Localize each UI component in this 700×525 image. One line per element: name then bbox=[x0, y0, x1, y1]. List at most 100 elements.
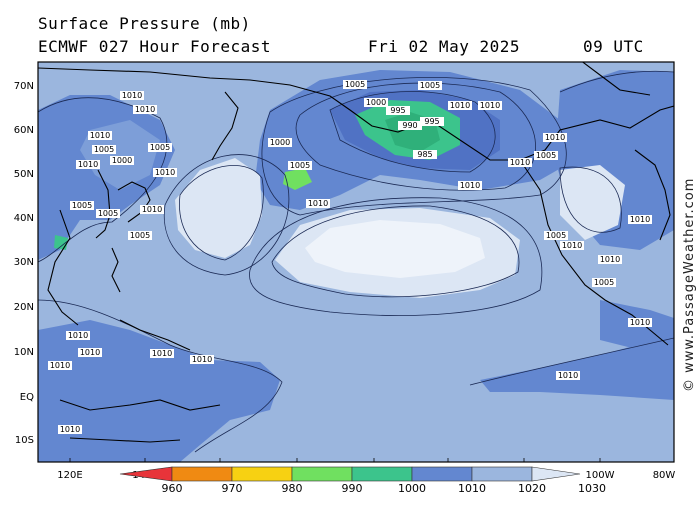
isobar-label: 995 bbox=[386, 106, 410, 115]
svg-text:1005: 1005 bbox=[130, 231, 150, 240]
model-label: ECMWF 027 Hour Forecast bbox=[38, 37, 272, 56]
isobar-label: 1005 bbox=[128, 231, 152, 240]
svg-text:1010: 1010 bbox=[450, 101, 470, 110]
isobar-label: 1010 bbox=[628, 318, 652, 327]
isobar-label: 1010 bbox=[306, 199, 330, 208]
isobar-label: 1010 bbox=[133, 105, 157, 114]
isobar-label: 1010 bbox=[190, 355, 214, 364]
lat-label: 50N bbox=[14, 169, 34, 180]
svg-text:1005: 1005 bbox=[150, 143, 170, 152]
colorbar-segment bbox=[231, 466, 293, 482]
isobar-label: 1010 bbox=[76, 160, 100, 169]
svg-text:1005: 1005 bbox=[594, 278, 614, 287]
isobar-label: 1010 bbox=[78, 348, 102, 357]
svg-text:1005: 1005 bbox=[345, 80, 365, 89]
svg-text:1005: 1005 bbox=[72, 201, 92, 210]
svg-text:1010: 1010 bbox=[600, 255, 620, 264]
isobar-label: 1010 bbox=[508, 158, 532, 167]
high-core-north-pacific bbox=[305, 220, 485, 278]
lat-label: EQ bbox=[20, 392, 34, 403]
svg-text:1010: 1010 bbox=[60, 425, 80, 434]
isobar-label: 1005 bbox=[418, 81, 442, 90]
forecast-date: Fri 02 May 2025 bbox=[368, 37, 520, 56]
svg-text:1010: 1010 bbox=[308, 199, 328, 208]
svg-text:1010: 1010 bbox=[152, 349, 172, 358]
lon-label: 120E bbox=[57, 470, 82, 481]
svg-text:1010: 1010 bbox=[122, 91, 142, 100]
isobar-label: 1010 bbox=[598, 255, 622, 264]
svg-text:1010: 1010 bbox=[78, 160, 98, 169]
isobar-label: 1010 bbox=[120, 91, 144, 100]
isobar-label: 1010 bbox=[628, 215, 652, 224]
svg-text:1010: 1010 bbox=[50, 361, 70, 370]
isobar-label: 1010 bbox=[478, 101, 502, 110]
svg-text:1005: 1005 bbox=[420, 81, 440, 90]
isobar-label: 1010 bbox=[140, 205, 164, 214]
lat-label: 10N bbox=[14, 347, 34, 358]
svg-text:1010: 1010 bbox=[630, 318, 650, 327]
isobar-label: 1010 bbox=[448, 101, 472, 110]
low-band-east-tropics bbox=[480, 335, 674, 400]
isobar-label: 985 bbox=[413, 150, 437, 159]
svg-text:1010: 1010 bbox=[135, 105, 155, 114]
isobar-label: 1005 bbox=[534, 151, 558, 160]
svg-text:1010: 1010 bbox=[90, 131, 110, 140]
svg-text:1010: 1010 bbox=[155, 168, 175, 177]
isobar-label: 1010 bbox=[58, 425, 82, 434]
isobar-label: 1010 bbox=[458, 181, 482, 190]
map-title: Surface Pressure (mb) bbox=[38, 14, 251, 33]
isobar-label: 1010 bbox=[153, 168, 177, 177]
isobar-lines bbox=[38, 70, 674, 453]
graticule-ticks bbox=[69, 458, 601, 462]
isobar-label: 1005 bbox=[70, 201, 94, 210]
isobar-labels: 1010101010101005100010051010101010051005… bbox=[48, 80, 652, 434]
svg-text:1010: 1010 bbox=[510, 158, 530, 167]
colorbar-segment bbox=[411, 466, 473, 482]
colorbar-high-arrow bbox=[531, 466, 581, 482]
colorbar-tick-label: 960 bbox=[162, 482, 183, 495]
svg-text:990: 990 bbox=[402, 121, 417, 130]
isobar-label: 1005 bbox=[544, 231, 568, 240]
svg-text:1000: 1000 bbox=[270, 138, 290, 147]
colorbar-tick-label: 1020 bbox=[518, 482, 546, 495]
svg-text:1010: 1010 bbox=[480, 101, 500, 110]
isobar-label: 1010 bbox=[66, 331, 90, 340]
svg-text:1005: 1005 bbox=[546, 231, 566, 240]
colorbar-segment bbox=[351, 466, 413, 482]
svg-text:985: 985 bbox=[417, 150, 432, 159]
lat-label: 70N bbox=[14, 81, 34, 92]
colorbar-segment bbox=[291, 466, 353, 482]
lon-label: 100W bbox=[586, 470, 615, 481]
colorbar-segment bbox=[171, 466, 233, 482]
lat-label: 20N bbox=[14, 302, 34, 313]
isobar-label: 1000 bbox=[268, 138, 292, 147]
isobar-label: 1010 bbox=[150, 349, 174, 358]
isobar-label: 1005 bbox=[148, 143, 172, 152]
colorbar-tick-label: 1030 bbox=[578, 482, 606, 495]
isobar-label: 1005 bbox=[343, 80, 367, 89]
colorbar-tick-label: 990 bbox=[342, 482, 363, 495]
high-band-great-basin bbox=[560, 165, 625, 240]
isobar-label: 1005 bbox=[288, 161, 312, 170]
lon-label: 80W bbox=[653, 470, 676, 481]
svg-text:1000: 1000 bbox=[112, 156, 132, 165]
forecast-time: 09 UTC bbox=[583, 37, 644, 56]
isobar-label: 990 bbox=[398, 121, 422, 130]
colorbar-tick-label: 1000 bbox=[398, 482, 426, 495]
svg-text:1010: 1010 bbox=[68, 331, 88, 340]
svg-text:1005: 1005 bbox=[536, 151, 556, 160]
isobar-label: 1010 bbox=[543, 133, 567, 142]
svg-text:1010: 1010 bbox=[192, 355, 212, 364]
colorbar-tick-label: 1010 bbox=[458, 482, 486, 495]
colorbar-tick-label: 980 bbox=[282, 482, 303, 495]
isobar-label: 1000 bbox=[110, 156, 134, 165]
svg-text:1005: 1005 bbox=[94, 145, 114, 154]
svg-text:1010: 1010 bbox=[558, 371, 578, 380]
isobar-label: 1000 bbox=[364, 98, 388, 107]
isobar-label: 1010 bbox=[556, 371, 580, 380]
svg-text:1000: 1000 bbox=[366, 98, 386, 107]
isobar-label: 1005 bbox=[92, 145, 116, 154]
pressure-colorbar: 960 970 980 990 1000 1010 1020 1030 bbox=[119, 466, 606, 495]
svg-text:995: 995 bbox=[424, 117, 439, 126]
